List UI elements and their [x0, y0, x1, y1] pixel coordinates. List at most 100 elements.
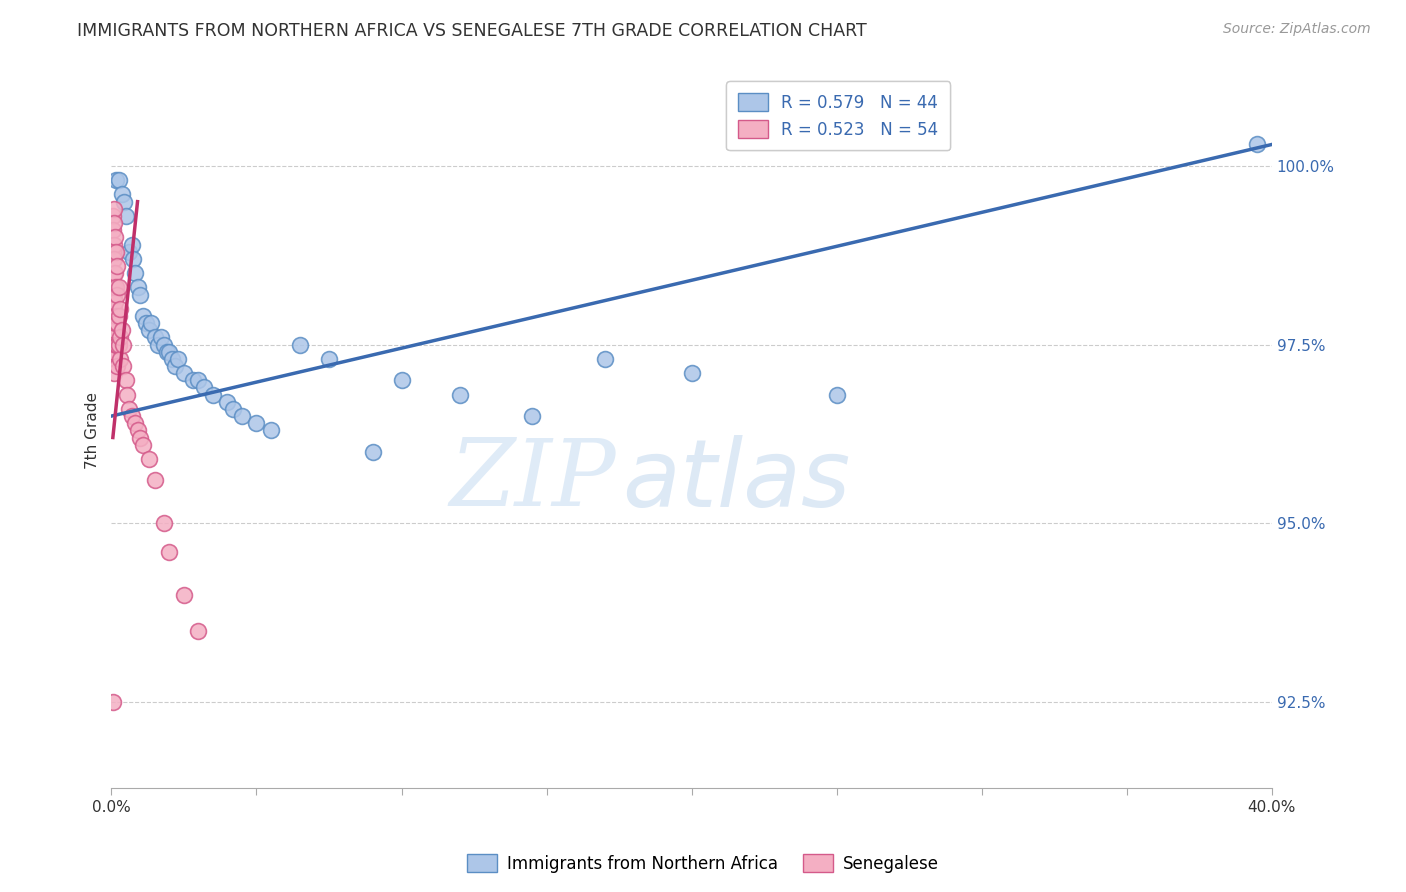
Point — [138, 323, 160, 337]
Point — [155, 344, 177, 359]
Point — [520, 409, 543, 423]
Point — [103, 287, 125, 301]
Point — [201, 387, 224, 401]
Point — [260, 423, 283, 437]
Point — [114, 194, 136, 209]
Point — [103, 202, 125, 216]
Point — [107, 309, 129, 323]
Point — [104, 173, 127, 187]
Legend: R = 0.579   N = 44, R = 0.523   N = 54: R = 0.579 N = 44, R = 0.523 N = 54 — [727, 81, 950, 151]
Point — [681, 366, 703, 380]
Point — [167, 351, 190, 366]
Point — [152, 516, 174, 531]
Point — [193, 380, 215, 394]
Point — [103, 280, 125, 294]
Point — [105, 259, 128, 273]
Point — [118, 401, 141, 416]
Point — [105, 359, 128, 373]
Point — [107, 337, 129, 351]
Point — [103, 330, 125, 344]
Point — [107, 173, 129, 187]
Point — [152, 337, 174, 351]
Point — [138, 452, 160, 467]
Point — [121, 409, 143, 423]
Point — [103, 323, 125, 337]
Point — [187, 624, 209, 638]
Point — [101, 223, 124, 237]
Point — [173, 366, 195, 380]
Point — [104, 316, 127, 330]
Point — [118, 244, 141, 259]
Point — [101, 244, 124, 259]
Point — [162, 351, 184, 366]
Point — [104, 244, 127, 259]
Point — [187, 373, 209, 387]
Point — [110, 323, 132, 337]
Point — [825, 387, 848, 401]
Point — [105, 287, 128, 301]
Point — [103, 351, 125, 366]
Point — [449, 387, 471, 401]
Point — [103, 366, 125, 380]
Point — [107, 280, 129, 294]
Point — [127, 280, 149, 294]
Point — [108, 301, 131, 316]
Point — [132, 309, 155, 323]
Point — [108, 351, 131, 366]
Point — [103, 301, 125, 316]
Point — [111, 359, 134, 373]
Point — [143, 474, 166, 488]
Point — [288, 337, 311, 351]
Point — [104, 309, 127, 323]
Point — [117, 387, 139, 401]
Point — [122, 252, 145, 266]
Point — [115, 209, 138, 223]
Point — [103, 252, 125, 266]
Text: ZIP: ZIP — [450, 435, 616, 525]
Point — [135, 316, 157, 330]
Point — [101, 209, 124, 223]
Point — [149, 330, 172, 344]
Point — [103, 309, 125, 323]
Point — [103, 266, 125, 280]
Point — [103, 344, 125, 359]
Point — [104, 294, 127, 309]
Point — [105, 316, 128, 330]
Point — [121, 237, 143, 252]
Point — [124, 266, 146, 280]
Point — [146, 337, 169, 351]
Point — [105, 337, 128, 351]
Point — [139, 316, 162, 330]
Point — [110, 187, 132, 202]
Point — [245, 416, 267, 430]
Point — [132, 438, 155, 452]
Point — [124, 416, 146, 430]
Point — [101, 695, 124, 709]
Point — [104, 266, 127, 280]
Point — [361, 445, 384, 459]
Point — [391, 373, 413, 387]
Text: atlas: atlas — [621, 435, 851, 526]
Point — [104, 337, 127, 351]
Point — [231, 409, 253, 423]
Point — [159, 344, 181, 359]
Text: IMMIGRANTS FROM NORTHERN AFRICA VS SENEGALESE 7TH GRADE CORRELATION CHART: IMMIGRANTS FROM NORTHERN AFRICA VS SENEG… — [77, 22, 868, 40]
Point — [318, 351, 340, 366]
Point — [165, 359, 187, 373]
Point — [593, 351, 616, 366]
Point — [143, 330, 166, 344]
Point — [217, 394, 239, 409]
Point — [103, 237, 125, 252]
Point — [159, 545, 181, 559]
Point — [1246, 137, 1268, 152]
Point — [108, 330, 131, 344]
Y-axis label: 7th Grade: 7th Grade — [86, 392, 100, 469]
Point — [103, 216, 125, 230]
Point — [173, 588, 195, 602]
Point — [104, 280, 127, 294]
Point — [104, 230, 127, 244]
Point — [222, 401, 245, 416]
Point — [181, 373, 204, 387]
Point — [115, 373, 138, 387]
Point — [129, 287, 152, 301]
